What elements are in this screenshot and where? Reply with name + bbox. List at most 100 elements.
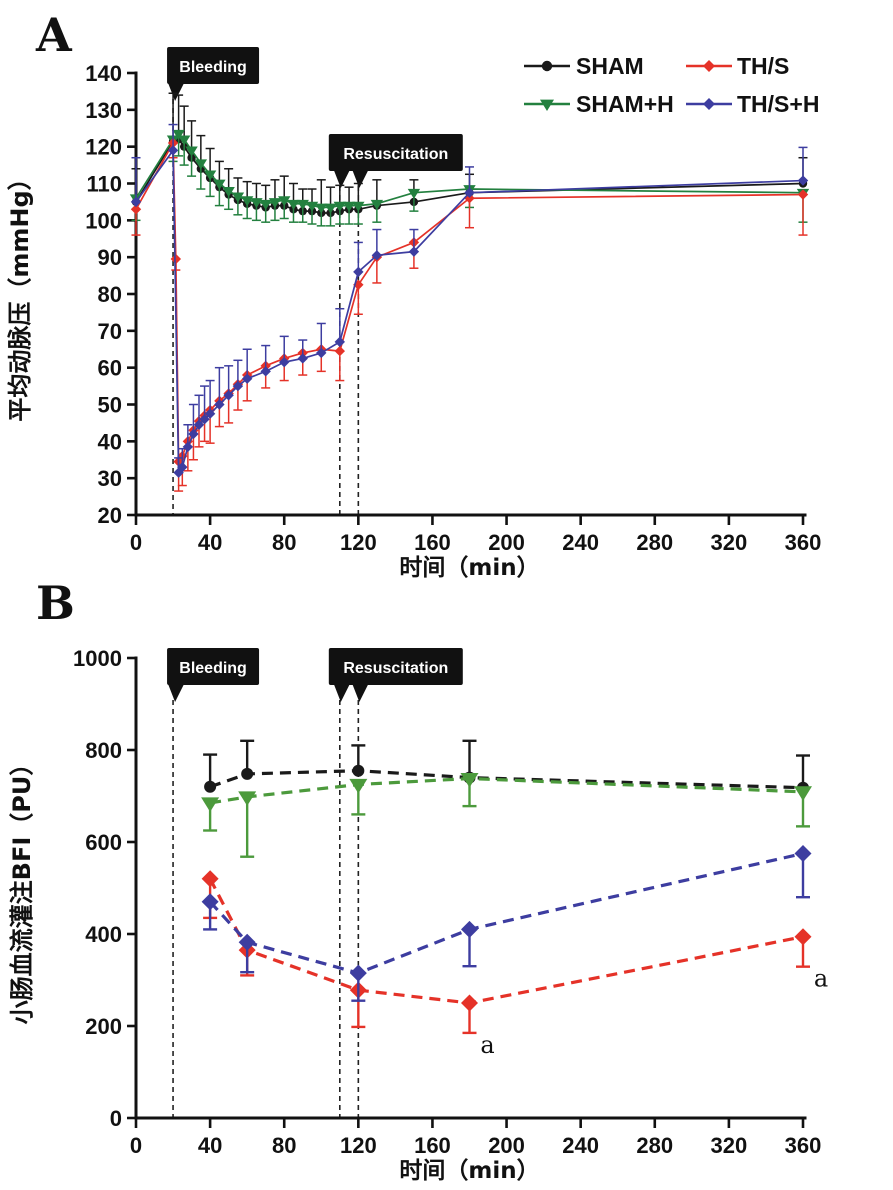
y-tick-label: 100	[85, 208, 122, 233]
series-marker-SHAM+H	[324, 203, 337, 214]
y-tick-label: 50	[98, 393, 122, 418]
series-marker-TH/S	[461, 994, 478, 1012]
resuscitation-callout-tail	[333, 684, 350, 702]
x-tick-label: 280	[636, 530, 673, 555]
legend-item-TH/S+H: TH/S+H	[686, 91, 819, 117]
y-tick-label: 20	[98, 503, 122, 528]
series-marker-TH/S	[170, 253, 182, 265]
series-marker-TH/S	[794, 928, 812, 946]
series-marker-TH/S+H	[794, 845, 812, 862]
series-marker-SHAM+H	[370, 199, 384, 210]
x-tick-label: 160	[414, 1133, 451, 1158]
series-marker-TH/S+H	[199, 414, 210, 425]
x-tick-label: 0	[130, 1133, 142, 1158]
legend-item-label: TH/S+H	[737, 91, 819, 117]
series-marker-TH/S+H	[260, 366, 271, 377]
series-line-TH/S	[208, 878, 804, 1005]
x-axis-title: 时间（min）	[399, 1157, 539, 1184]
series-marker-TH/S+H	[461, 920, 478, 938]
series-marker-SHAM	[352, 764, 365, 777]
series-marker-TH/S+H	[204, 408, 216, 419]
series-TH/S: aa	[201, 870, 828, 1059]
series-marker-SHAM+H	[333, 201, 347, 212]
series-marker-TH/S+H	[408, 246, 420, 257]
series-marker-SHAM+H	[287, 199, 300, 210]
resuscitation-callout-tail	[333, 170, 350, 188]
series-marker-TH/S+H	[241, 373, 253, 384]
y-tick-label: 140	[85, 61, 122, 86]
x-tick-label: 0	[130, 530, 142, 555]
x-tick-label: 40	[198, 530, 222, 555]
legend-item-TH/S: TH/S	[686, 53, 789, 79]
series-marker-TH/S+H	[223, 390, 234, 401]
x-tick-label: 120	[340, 1133, 377, 1158]
y-tick-label: 40	[98, 429, 122, 454]
series-marker-SHAM+H	[201, 797, 220, 812]
series-marker-SHAM+H	[240, 196, 254, 207]
series-marker-SHAM+H	[213, 179, 226, 190]
x-tick-label: 200	[488, 530, 525, 555]
resuscitation-callout	[328, 648, 463, 685]
significance-label: a	[814, 965, 828, 993]
x-tick-label: 280	[636, 1133, 673, 1158]
y-tick-label: 60	[98, 356, 122, 381]
series-marker-SHAM	[204, 780, 217, 793]
x-tick-label: 200	[488, 1133, 525, 1158]
x-tick-label: 120	[340, 530, 377, 555]
x-tick-label: 240	[562, 530, 599, 555]
series-TH/S+H	[130, 123, 809, 478]
series-marker-SHAM+H	[172, 129, 185, 140]
y-tick-label: 80	[98, 282, 122, 307]
series-marker-TH/S	[130, 204, 142, 215]
series-marker-TH/S+H	[279, 356, 290, 368]
y-tick-label: 1000	[73, 646, 122, 671]
series-marker-SHAM+H	[296, 199, 309, 210]
series-marker-SHAM+H	[268, 198, 282, 209]
series-TH/S+H	[201, 845, 812, 1002]
series-marker-TH/S+H	[193, 419, 205, 430]
series-marker-TH/S+H	[188, 428, 199, 440]
legend-item-SHAM+H: SHAM+H	[524, 91, 674, 117]
legend-item-marker	[540, 99, 554, 111]
resuscitation-callout-tail	[352, 170, 369, 188]
x-tick-label: 360	[785, 1133, 822, 1158]
series-marker-TH/S+H	[297, 353, 308, 364]
series-marker-TH/S+H	[353, 266, 364, 278]
legend-item-marker	[703, 98, 715, 110]
y-tick-label: 600	[85, 830, 122, 855]
panel-b: Bleeding Resuscitation 0 40 80 120 160 200 240 28…	[8, 646, 828, 1184]
series-marker-SHAM+H	[342, 201, 356, 212]
series-marker-TH/S+H	[349, 964, 367, 982]
resuscitation-callout-label: Resuscitation	[343, 146, 448, 163]
series-marker-SHAM+H	[194, 159, 208, 170]
series-marker-TH/S+H	[334, 336, 346, 348]
series-marker-SHAM+H	[250, 198, 263, 209]
x-tick-label: 80	[272, 1133, 296, 1158]
series-marker-TH/S+H	[316, 347, 327, 359]
series-marker-SHAM+H	[231, 192, 245, 203]
series-marker-TH/S	[334, 345, 346, 357]
bleeding-callout	[167, 47, 260, 84]
panel-a: Bleeding Resuscitation 0 40 80 120 160 200 240 28…	[6, 47, 821, 581]
series-SHAM	[203, 739, 810, 794]
legend: SHAM TH/S SHAM+H TH/S+H	[524, 53, 819, 117]
resuscitation-callout-label: Resuscitation	[343, 660, 448, 677]
series-marker-SHAM	[241, 767, 254, 780]
panel-b-letter: B	[36, 576, 75, 630]
series-marker-SHAM+H	[203, 170, 217, 181]
series-marker-SHAM+H	[407, 188, 421, 199]
legend-item-marker	[541, 60, 553, 72]
series-marker-TH/S	[797, 189, 809, 200]
series-marker-TH/S+H	[232, 380, 244, 392]
y-axis-title: 小肠血流灌注BFI（PU）	[8, 752, 36, 1025]
y-axis-title: 平均动脉压（mmHg）	[6, 166, 34, 421]
series-marker-SHAM+H	[177, 135, 191, 146]
y-tick-label: 120	[85, 135, 122, 160]
series-marker-TH/S	[464, 193, 475, 204]
series-marker-TH/S	[201, 870, 219, 888]
series-marker-SHAM+H	[315, 203, 328, 214]
x-tick-label: 80	[272, 530, 296, 555]
x-tick-label: 360	[785, 530, 822, 555]
